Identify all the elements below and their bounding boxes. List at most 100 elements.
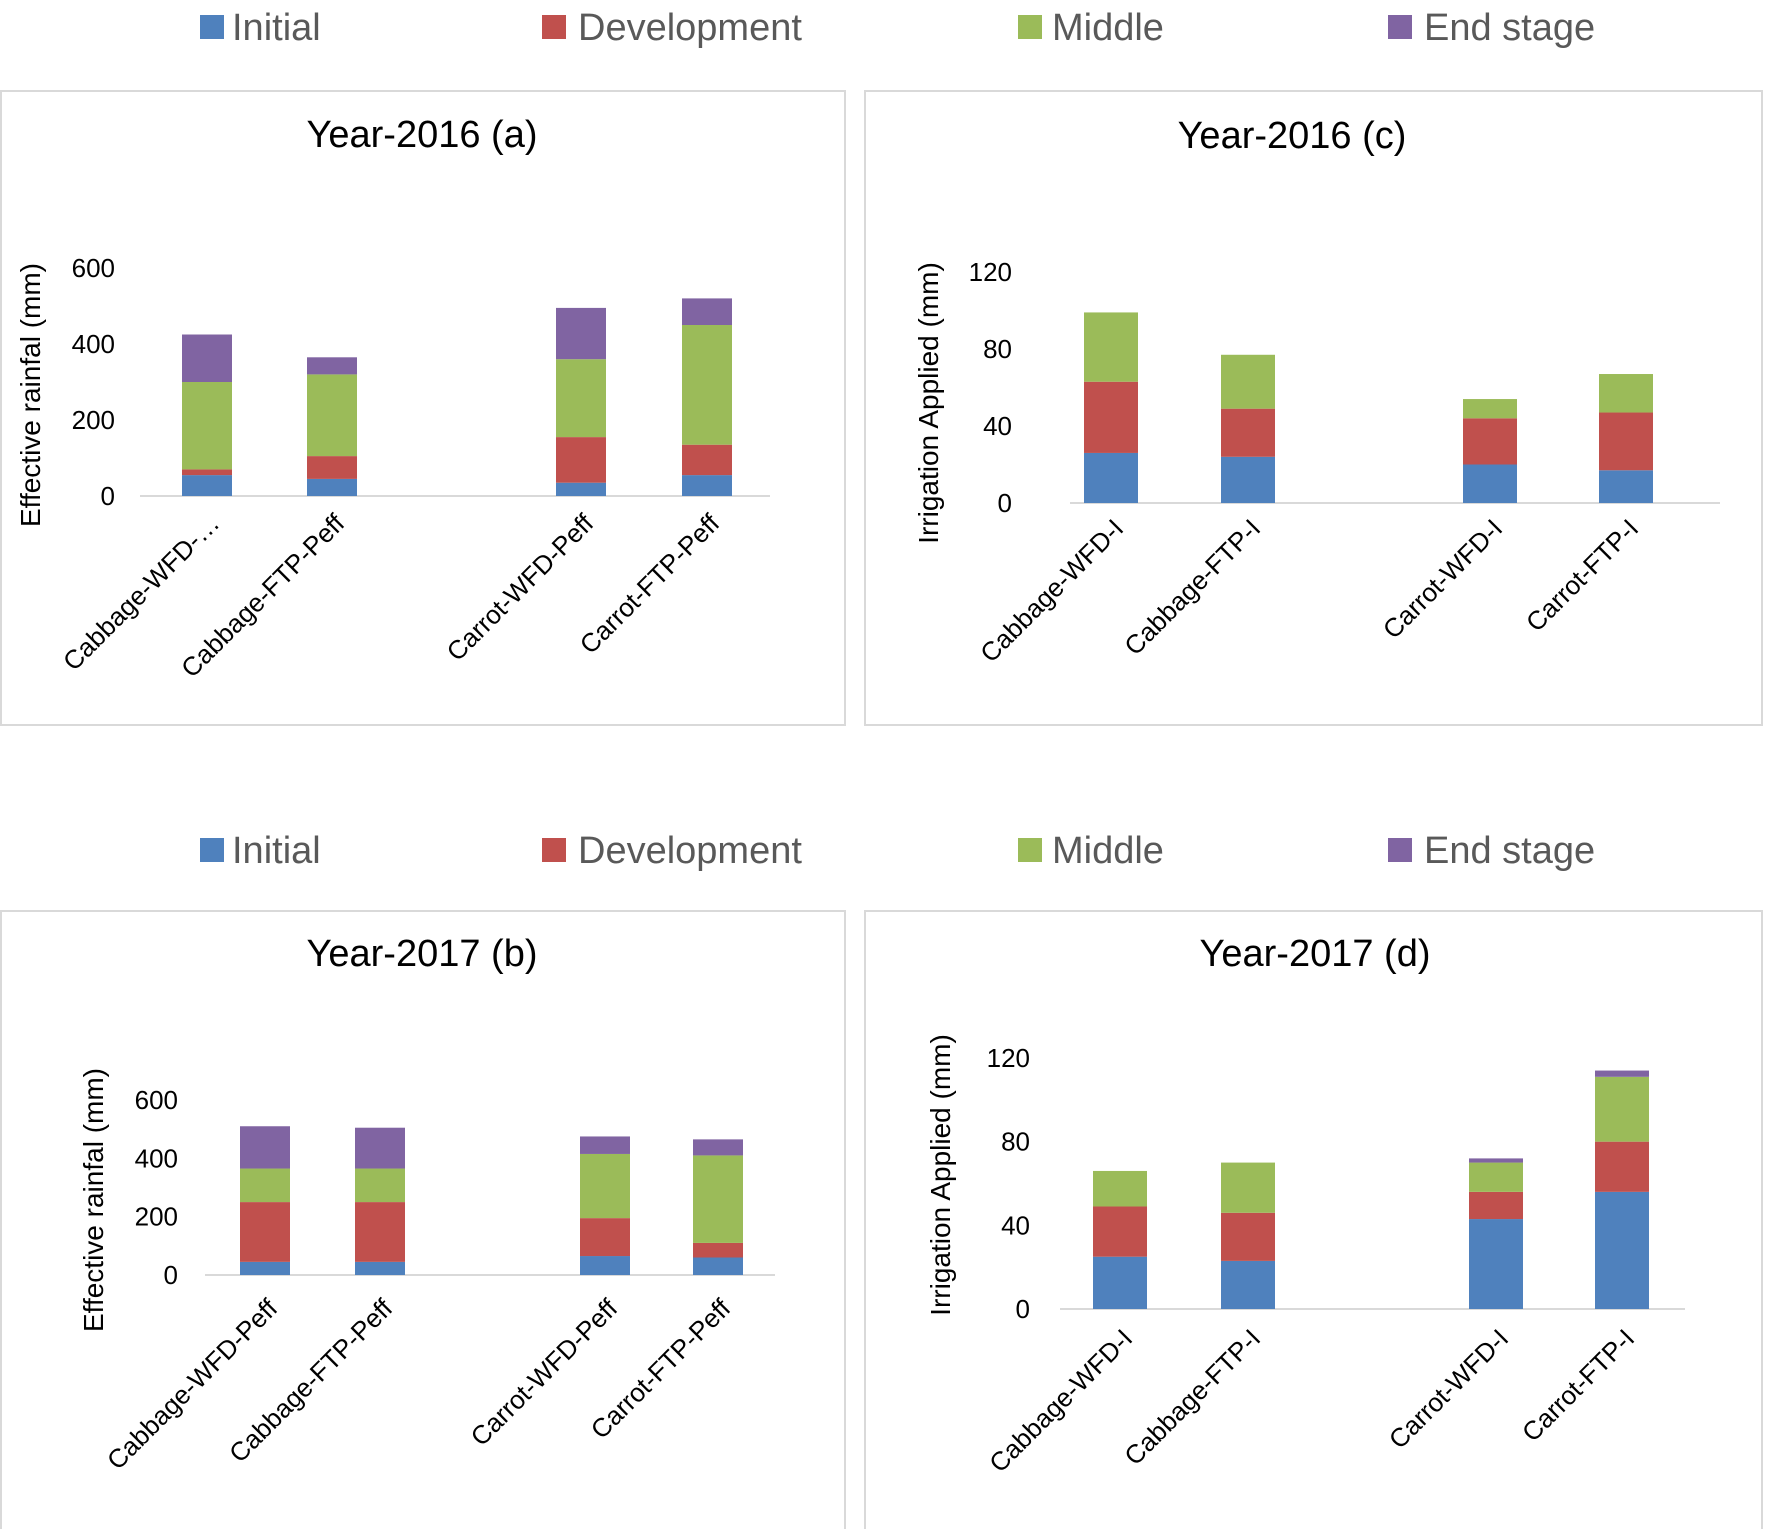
bar-segment-end-stage: [307, 357, 357, 375]
bar-segment-end-stage: [682, 298, 732, 325]
chart-panel-3: Year-2016 (c) Irrigation Applied (mm) 0 40 8…: [864, 90, 1763, 726]
bar-segment-initial: [1093, 1256, 1147, 1309]
chart-title: Year-2017 (d): [1200, 933, 1431, 975]
y-tick-label: 0: [1016, 1294, 1030, 1324]
bar-segment-initial: [1599, 470, 1653, 503]
bar-segment-middle: [1084, 312, 1138, 382]
chart-panel-4: Year-2017 (d) Irrigation Applied (mm) 0 40 8…: [864, 910, 1763, 1529]
bar-segment-end-stage: [1469, 1158, 1523, 1163]
bar-segment-initial: [580, 1256, 630, 1275]
y-tick-label: 200: [135, 1202, 178, 1232]
bar-segment-middle: [1599, 374, 1653, 413]
bar-segment-middle: [182, 382, 232, 470]
bar-segment-end-stage: [240, 1126, 290, 1169]
bar-segment-development: [1595, 1141, 1649, 1192]
y-tick-label: 200: [72, 405, 115, 435]
legend-label-end-stage: End stage: [1424, 830, 1595, 872]
bar-segment-development: [182, 469, 232, 476]
bar-segment-initial: [556, 482, 606, 496]
bar-segment-development: [307, 456, 357, 479]
bar-segment-end-stage: [182, 334, 232, 382]
y-tick-label: 0: [998, 488, 1012, 518]
y-tick-label: 600: [72, 253, 115, 283]
bar-segment-end-stage: [355, 1127, 405, 1169]
bar-segment-middle: [307, 374, 357, 457]
legend-swatch-initial: [200, 838, 224, 862]
y-tick-label: 120: [969, 257, 1012, 287]
bar-segment-development: [580, 1218, 630, 1257]
bar-segment-middle: [1463, 399, 1517, 419]
legend-swatch-middle: [1018, 15, 1042, 39]
bar-segment-initial: [355, 1261, 405, 1275]
bar-segment-development: [355, 1202, 405, 1262]
chart-title: Year-2016 (c): [1178, 115, 1407, 157]
bar-segment-development: [1599, 412, 1653, 471]
bar-segment-middle: [1221, 1162, 1275, 1213]
bar-segment-initial: [182, 475, 232, 496]
bar-segment-development: [693, 1242, 743, 1258]
bar-segment-initial: [693, 1257, 743, 1275]
bar-segment-end-stage: [580, 1136, 630, 1154]
bar-segment-development: [1084, 381, 1138, 453]
y-tick-label: 40: [983, 411, 1012, 441]
legend-label-initial: Initial: [232, 830, 321, 872]
y-axis-label: Irrigation Applied (mm): [913, 262, 944, 544]
legend-label-middle: Middle: [1052, 7, 1164, 49]
legend-swatch-initial: [200, 15, 224, 39]
bar-segment-development: [556, 437, 606, 483]
y-axis-label: Effective rainfal (mm): [15, 263, 46, 527]
legend-swatch-development: [542, 838, 566, 862]
bar-segment-initial: [307, 478, 357, 496]
bar-segment-middle: [556, 359, 606, 438]
bar-segment-end-stage: [556, 307, 606, 360]
bar-segment-middle: [1221, 354, 1275, 409]
y-tick-label: 80: [983, 334, 1012, 364]
legend-swatch-development: [542, 15, 566, 39]
bar-segment-middle: [693, 1155, 743, 1243]
bar-segment-initial: [1595, 1191, 1649, 1309]
bar-segment-initial: [682, 475, 732, 496]
bar-segment-middle: [682, 325, 732, 445]
chart-panel-1: Year-2016 (a) Effective rainfal (mm) 0 200 4…: [0, 90, 846, 726]
legend-top: Initial Development Middle End stage: [200, 7, 1595, 49]
bar-segment-middle: [1093, 1170, 1147, 1207]
bar-segment-initial: [1221, 1260, 1275, 1309]
bar-segment-end-stage: [1595, 1070, 1649, 1077]
bar-segment-initial: [240, 1261, 290, 1275]
legend-label-development: Development: [578, 7, 802, 49]
bar-segment-middle: [1469, 1162, 1523, 1192]
legend-swatch-end-stage: [1388, 15, 1412, 39]
bar-segment-development: [1093, 1206, 1147, 1257]
bar-segment-middle: [240, 1168, 290, 1203]
bar-segment-development: [240, 1202, 290, 1262]
y-tick-label: 0: [101, 481, 115, 511]
y-axis-label: Irrigation Applied (mm): [925, 1034, 956, 1316]
y-tick-label: 600: [135, 1085, 178, 1115]
legend-label-development: Development: [578, 830, 802, 872]
y-tick-label: 400: [135, 1143, 178, 1173]
bar-segment-development: [1221, 408, 1275, 457]
y-tick-label: 0: [164, 1260, 178, 1290]
bar-segment-initial: [1463, 464, 1517, 503]
bar-segment-initial: [1221, 456, 1275, 503]
bar-segment-middle: [355, 1168, 405, 1203]
y-tick-label: 80: [1001, 1127, 1030, 1157]
y-axis-label: Effective rainfal (mm): [78, 1068, 109, 1332]
chart-title: Year-2016 (a): [307, 114, 538, 156]
bar-segment-development: [682, 444, 732, 476]
legend-swatch-middle: [1018, 838, 1042, 862]
bar-segment-middle: [1595, 1076, 1649, 1142]
bar-segment-development: [1463, 418, 1517, 465]
legend-swatch-end-stage: [1388, 838, 1412, 862]
legend-label-initial: Initial: [232, 7, 321, 49]
legend-label-end-stage: End stage: [1424, 7, 1595, 49]
y-tick-label: 120: [987, 1043, 1030, 1073]
bar-segment-middle: [580, 1153, 630, 1219]
legend-label-middle: Middle: [1052, 830, 1164, 872]
bar-segment-initial: [1469, 1219, 1523, 1309]
y-tick-label: 40: [1001, 1210, 1030, 1240]
y-tick-label: 400: [72, 329, 115, 359]
legend-bottom: Initial Development Middle End stage: [200, 830, 1595, 872]
chart-panel-2: Year-2017 (b) Effective rainfal (mm) 0 200 4…: [0, 910, 846, 1529]
